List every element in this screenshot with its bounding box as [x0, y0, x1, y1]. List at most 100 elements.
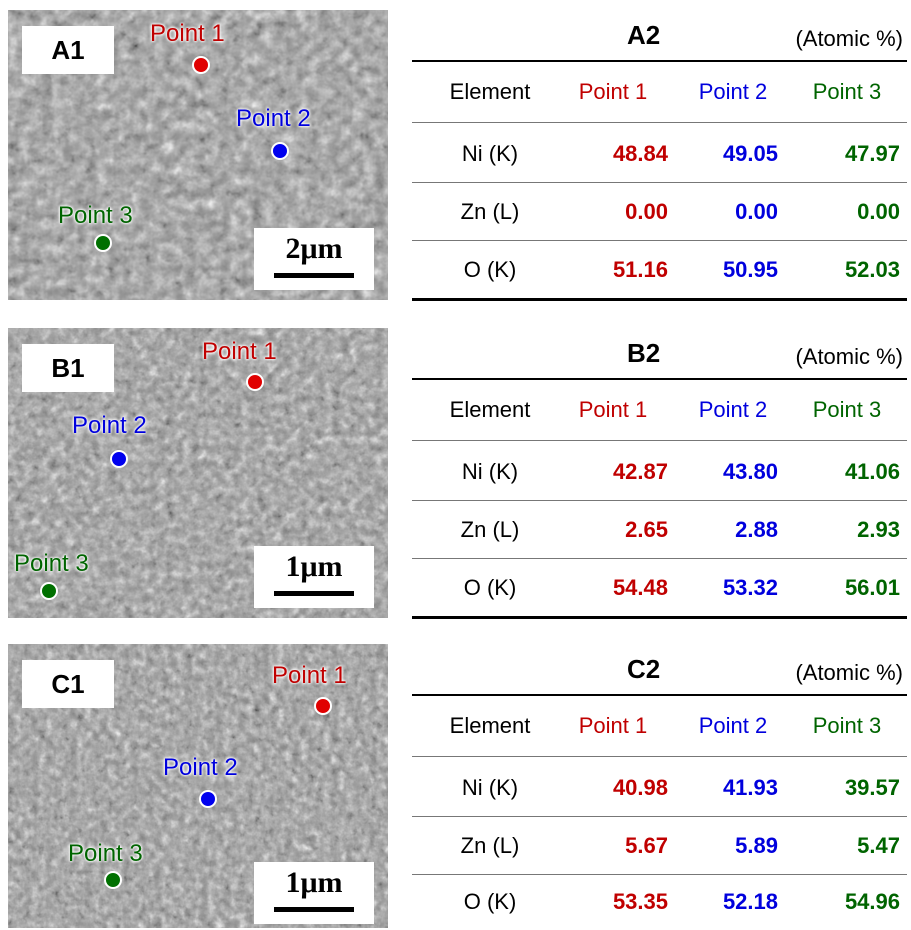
table-row: O (K) 53.35 52.18 54.96 — [412, 874, 907, 930]
point-1-value: 48.84 — [612, 141, 668, 166]
point-1-value: 5.67 — [625, 833, 668, 858]
sem-image-b1: B1 1μm Point 1 Point 2 Point 3 — [8, 328, 388, 618]
point-1-label: Point 1 — [202, 338, 277, 365]
point-3-value: 52.03 — [844, 257, 900, 282]
point-1-value: 2.65 — [625, 517, 668, 542]
point-1-value: 54.48 — [612, 575, 668, 600]
point-1-marker — [246, 373, 264, 391]
point-1-label: Point 1 — [150, 20, 225, 47]
image-label: C1 — [22, 660, 114, 708]
scale-label: 1μm — [285, 550, 343, 583]
scale-bar-box: 1μm — [254, 862, 374, 924]
table-title: B2 — [627, 338, 661, 368]
element-cell: O (K) — [463, 889, 517, 914]
point-2-value: 5.89 — [735, 833, 778, 858]
table-top-rule — [412, 60, 907, 62]
point-1-marker — [314, 697, 332, 715]
header-point-1: Point 1 — [578, 713, 648, 738]
table-unit: (Atomic %) — [795, 344, 903, 369]
point-3-label: Point 3 — [68, 840, 143, 867]
composition-table-b2: B2 (Atomic %) Element Point 1 Point 2 Po… — [412, 338, 907, 620]
scale-bar-box: 2μm — [254, 228, 374, 290]
composition-table-a2: A2 (Atomic %) Element Point 1 Point 2 Po… — [412, 20, 907, 302]
point-3-value: 5.47 — [857, 833, 900, 858]
point-2-label: Point 2 — [72, 412, 147, 439]
header-point-2: Point 2 — [698, 79, 768, 104]
element-cell: Zn (L) — [460, 833, 520, 858]
point-2-marker — [271, 142, 289, 160]
point-3-value: 41.06 — [844, 459, 900, 484]
image-label: B1 — [22, 344, 114, 392]
header-point-3: Point 3 — [812, 713, 882, 738]
point-3-label: Point 3 — [58, 202, 133, 229]
table-divider — [412, 874, 907, 875]
table-row: Zn (L) 0.00 0.00 0.00 — [412, 184, 907, 240]
point-2-value: 43.80 — [722, 459, 778, 484]
point-3-value: 47.97 — [844, 141, 900, 166]
point-3-value: 2.93 — [857, 517, 900, 542]
composition-table-c2: C2 (Atomic %) Element Point 1 Point 2 Po… — [412, 654, 907, 928]
point-3-marker — [94, 234, 112, 252]
point-3-marker — [40, 582, 58, 600]
table-row: Ni (K) 40.98 41.93 39.57 — [412, 760, 907, 816]
sem-image-a1: A1 2μm Point 1 Point 2 Point 3 — [8, 10, 388, 300]
scale-bar-box: 1μm — [254, 546, 374, 608]
element-cell: Ni (K) — [461, 141, 519, 166]
point-3-value: 56.01 — [844, 575, 900, 600]
header-point-3: Point 3 — [812, 79, 882, 104]
table-divider — [412, 756, 907, 757]
table-header-row: Element Point 1 Point 2 Point 3 — [412, 698, 907, 754]
header-element: Element — [449, 713, 531, 738]
table-row: Zn (L) 5.67 5.89 5.47 — [412, 818, 907, 874]
table-row: Ni (K) 48.84 49.05 47.97 — [412, 126, 907, 182]
table-divider — [412, 816, 907, 817]
scale-bar — [274, 907, 354, 912]
table-divider — [412, 500, 907, 501]
point-2-value: 41.93 — [722, 775, 778, 800]
table-top-rule — [412, 694, 907, 696]
point-2-value: 52.18 — [722, 889, 778, 914]
table-top-rule — [412, 378, 907, 380]
header-point-2: Point 2 — [698, 397, 768, 422]
element-cell: O (K) — [463, 257, 517, 282]
point-3-value: 0.00 — [857, 199, 900, 224]
table-bottom-rule — [412, 616, 907, 619]
point-1-value: 0.00 — [625, 199, 668, 224]
header-point-1: Point 1 — [578, 79, 648, 104]
element-cell: Zn (L) — [460, 517, 520, 542]
point-1-label: Point 1 — [272, 662, 347, 689]
table-title: A2 — [627, 20, 661, 50]
header-element: Element — [449, 79, 531, 104]
table-divider — [412, 182, 907, 183]
table-divider — [412, 558, 907, 559]
header-point-1: Point 1 — [578, 397, 648, 422]
point-2-value: 49.05 — [722, 141, 778, 166]
element-cell: Ni (K) — [461, 459, 519, 484]
element-cell: O (K) — [463, 575, 517, 600]
point-2-marker — [199, 790, 217, 808]
table-title-row: B2 (Atomic %) — [412, 338, 907, 378]
table-divider — [412, 240, 907, 241]
point-3-value: 39.57 — [844, 775, 900, 800]
point-3-label: Point 3 — [14, 550, 89, 577]
scale-bar — [274, 591, 354, 596]
point-2-value: 53.32 — [722, 575, 778, 600]
point-2-value: 2.88 — [735, 517, 778, 542]
table-unit: (Atomic %) — [795, 26, 903, 51]
point-2-label: Point 2 — [236, 105, 311, 132]
point-2-value: 0.00 — [735, 199, 778, 224]
point-2-label: Point 2 — [163, 754, 238, 781]
table-title-row: A2 (Atomic %) — [412, 20, 907, 60]
point-2-marker — [110, 450, 128, 468]
table-row: Ni (K) 42.87 43.80 41.06 — [412, 444, 907, 500]
point-3-marker — [104, 871, 122, 889]
scale-bar — [274, 273, 354, 278]
point-1-value: 51.16 — [612, 257, 668, 282]
point-1-value: 40.98 — [612, 775, 668, 800]
element-cell: Ni (K) — [461, 775, 519, 800]
image-label: A1 — [22, 26, 114, 74]
header-point-2: Point 2 — [698, 713, 768, 738]
table-row: O (K) 51.16 50.95 52.03 — [412, 242, 907, 298]
table-bottom-rule — [412, 298, 907, 301]
table-header-row: Element Point 1 Point 2 Point 3 — [412, 382, 907, 438]
